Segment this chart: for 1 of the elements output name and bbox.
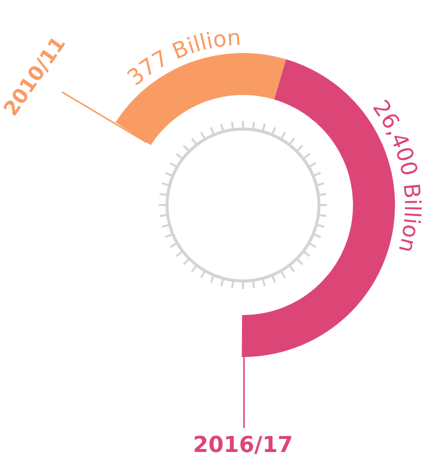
category-label: 2016/17	[193, 433, 293, 458]
